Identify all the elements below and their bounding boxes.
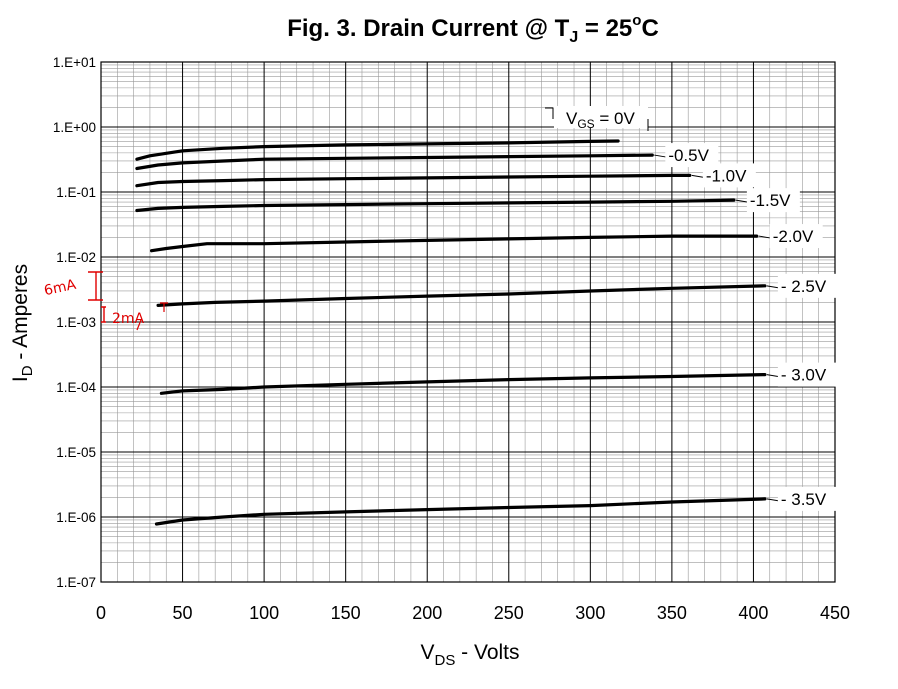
y-tick-label: 1.E-07: [56, 575, 96, 590]
series-line: [159, 373, 767, 395]
x-tick-label: 100: [249, 603, 279, 623]
series-line: [135, 198, 736, 213]
series-curves: [135, 139, 767, 526]
y-tick-label: 1.E-06: [56, 510, 96, 525]
y-tick-label: 1.E-05: [56, 445, 96, 460]
major-gridlines: [101, 62, 835, 582]
annotation-2ma: 2mA: [112, 311, 145, 327]
series-label: -0.5V: [668, 146, 709, 165]
x-tick-label: 350: [657, 603, 687, 623]
series-line: [150, 234, 759, 253]
series-label: -2.0V: [773, 227, 814, 246]
series-label-bg: [702, 163, 756, 188]
y-tick-label: 1.E-02: [56, 250, 96, 265]
series-line: [135, 173, 692, 188]
series-label-bg: [777, 486, 840, 511]
chart-title: Fig. 3. Drain Current @ TJ = 25oC: [287, 12, 659, 46]
annotation-6ma-bracket: [88, 271, 103, 301]
series-label: -1.0V: [706, 166, 747, 185]
annotation-2ma-bracket: [101, 306, 106, 323]
series-label-bg: [777, 273, 840, 298]
series-leader: [766, 374, 779, 378]
series-label: - 3.5V: [781, 490, 827, 509]
x-tick-label: 200: [412, 603, 442, 623]
annotation-2ma-strokes: [136, 302, 168, 331]
series-line: [154, 497, 767, 526]
x-tick-label: 400: [738, 603, 768, 623]
series-line: [135, 139, 620, 161]
x-tick-label: 150: [331, 603, 361, 623]
series-leader: [758, 235, 771, 239]
series-label: - 3.0V: [781, 366, 827, 385]
series-line: [135, 153, 654, 171]
x-tick-labels: 0 50 100 150 200 250 300 350 400 450: [96, 603, 850, 623]
series-label-bg: [665, 143, 719, 168]
x-tick-label: 250: [494, 603, 524, 623]
y-tick-label: 1.E-01: [56, 185, 96, 200]
series-label: -1.5V: [750, 191, 791, 210]
handwritten-annotations: 6mA 2mA: [43, 271, 168, 331]
series-label-bg: [746, 188, 800, 213]
annotation-6ma: 6mA: [43, 277, 78, 299]
y-axis-label: ID - Amperes: [9, 264, 36, 382]
y-tick-labels: 1.E+01 1.E+00 1.E-01 1.E-02 1.E-03 1.E-04 1.E-…: [53, 55, 97, 590]
x-tick-label: 50: [173, 603, 193, 623]
series-label-bg: [777, 362, 840, 387]
series-leader: [766, 285, 779, 289]
series-label: - 2.5V: [781, 277, 827, 296]
y-tick-label: 1.E-04: [56, 380, 96, 395]
x-tick-label: 300: [575, 603, 605, 623]
x-tick-label: 0: [96, 603, 106, 623]
series-labels: -0.5V-1.0V-1.5V -2.0V - 2.5V - 3.0V - 3.5V: [654, 143, 840, 511]
series-line: [156, 284, 767, 307]
y-tick-label: 1.E+00: [53, 120, 96, 135]
series-leader: [735, 199, 748, 203]
y-tick-label: 1.E-03: [56, 315, 96, 330]
vgs-label-group: VGS = 0V: [545, 106, 649, 131]
x-axis-label: VDS - Volts: [420, 641, 519, 669]
vgs-label: VGS = 0V: [566, 109, 636, 131]
series-leader: [766, 498, 779, 502]
y-tick-label: 1.E+01: [53, 55, 96, 70]
series-leader: [654, 154, 667, 158]
x-tick-label: 450: [820, 603, 850, 623]
series-leader: [691, 174, 704, 178]
series-label-bg: [769, 224, 823, 249]
